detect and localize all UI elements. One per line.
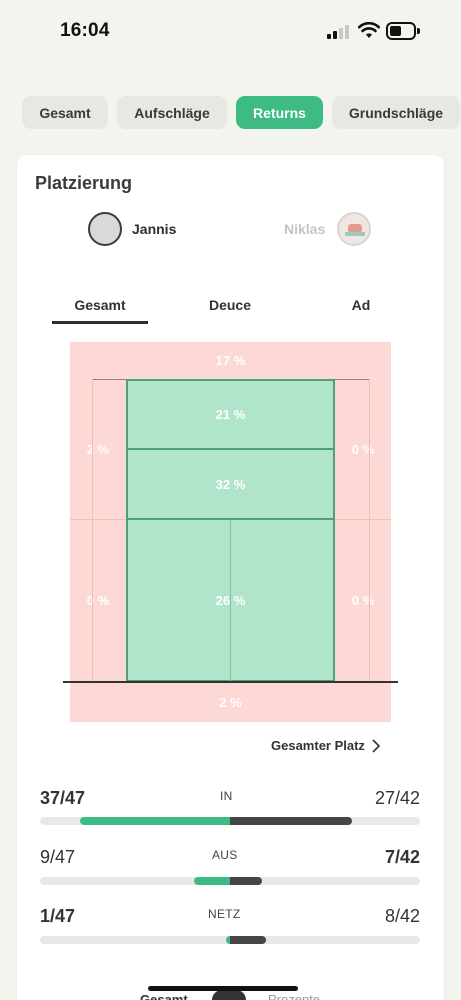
avatar-jannis xyxy=(88,212,122,246)
zone-left-top-value: 2 % xyxy=(86,441,110,457)
court-line xyxy=(369,379,370,682)
subtab-active-indicator xyxy=(52,321,148,324)
tab-aufschlaege[interactable]: Aufschläge xyxy=(117,96,227,129)
net-line xyxy=(63,681,398,683)
zone-long-value: 17 % xyxy=(215,353,246,368)
stat-label: NETZ xyxy=(208,907,241,921)
stat-left-value: 37/47 xyxy=(40,788,86,808)
zone-left-bottom-value: 0 % xyxy=(86,593,110,608)
zone-left-top[interactable]: 2 % xyxy=(70,379,126,519)
bottom-toggle-switch[interactable] xyxy=(212,990,246,1000)
tab-returns[interactable]: Returns xyxy=(236,96,323,129)
stat-bar-left-fill xyxy=(193,877,230,885)
avatar-niklas xyxy=(337,212,372,246)
court-line xyxy=(230,520,231,682)
zone-net-value: 2 % xyxy=(219,694,242,710)
subtab-gesamt[interactable]: Gesamt xyxy=(74,297,126,313)
subtab-ad[interactable]: Ad xyxy=(351,297,371,313)
court-line xyxy=(92,379,126,380)
court-line xyxy=(92,379,93,682)
stat-bar-right-fill xyxy=(230,936,267,944)
stat-bar-right-fill xyxy=(230,877,262,885)
battery-icon xyxy=(386,22,420,40)
zone-mid-value: 32 % xyxy=(215,476,246,492)
zone-right-top[interactable]: 0 % xyxy=(335,379,391,519)
zone-right-bottom[interactable]: 0 % xyxy=(335,519,391,682)
court-line xyxy=(335,379,370,380)
stat-label: IN xyxy=(220,789,233,803)
stat-left-value: 1/47 xyxy=(40,906,76,926)
stat-bar-aus xyxy=(40,877,420,885)
player-jannis[interactable]: Jannis xyxy=(88,212,176,246)
court-link-label: Gesamter Platz xyxy=(271,738,365,753)
stat-left-value: 9/47 xyxy=(40,847,76,867)
court-line xyxy=(335,519,391,520)
wifi-icon xyxy=(358,22,380,38)
tab-gesamt[interactable]: Gesamt xyxy=(22,96,108,129)
zone-right-bottom-value: 0 % xyxy=(351,593,375,608)
tab-grundschlaege[interactable]: Grundschläge xyxy=(332,96,460,129)
stat-right-value: 7/42 xyxy=(384,847,420,867)
stat-right-value: 8/42 xyxy=(384,906,420,926)
cellular-signal-icon xyxy=(327,25,351,39)
chevron-right-icon xyxy=(372,738,381,753)
zone-left-bottom[interactable]: 0 % xyxy=(70,519,126,682)
court-line xyxy=(126,518,335,520)
player-right-name: Niklas xyxy=(284,221,326,237)
zone-mid[interactable]: 32 % xyxy=(126,449,335,519)
zone-right-top-value: 0 % xyxy=(351,441,375,457)
section-title: Platzierung xyxy=(35,173,133,193)
stat-right-value: 27/42 xyxy=(374,788,420,808)
court-link[interactable]: Gesamter Platz xyxy=(271,738,381,753)
zone-service-line-value: 21 % xyxy=(215,406,246,422)
player-left-name: Jannis xyxy=(132,221,177,237)
bottom-toggle-right-label[interactable]: Prozente xyxy=(268,992,321,1000)
stat-bar-netz xyxy=(40,936,420,944)
status-time: 16:04 xyxy=(60,20,110,41)
bottom-toggle-left-label[interactable]: Gesamt xyxy=(140,992,188,1000)
zone-long[interactable]: 17 % xyxy=(70,342,391,379)
stat-label: AUS xyxy=(212,848,238,862)
subtab-deuce[interactable]: Deuce xyxy=(208,297,252,313)
stat-bar-right-fill xyxy=(230,817,353,825)
status-bar: 16:04 xyxy=(0,0,461,64)
zone-service-line[interactable]: 21 % xyxy=(126,379,335,449)
court-line xyxy=(70,519,126,520)
zone-net[interactable]: 2 % xyxy=(70,682,391,722)
home-indicator xyxy=(148,986,298,991)
stat-bar-in xyxy=(40,817,420,825)
stat-bar-left-fill xyxy=(226,936,230,944)
player-niklas[interactable]: Niklas xyxy=(284,212,372,246)
stat-bar-left-fill xyxy=(80,817,230,825)
court-line xyxy=(126,448,335,450)
